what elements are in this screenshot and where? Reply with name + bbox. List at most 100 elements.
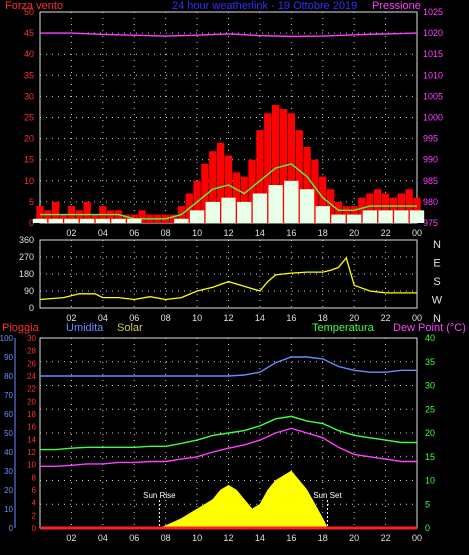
- wind-bar: [397, 193, 405, 223]
- wind-bar: [114, 210, 123, 223]
- rain-tick: 6: [32, 486, 37, 495]
- wind-bar: [79, 218, 95, 223]
- compass-label: S: [433, 276, 440, 288]
- panel-1-x-tick: 08: [161, 228, 171, 238]
- series-line-temperatura: [40, 415, 417, 451]
- rain-tick: 10: [27, 461, 36, 470]
- series-area-solar: [40, 470, 417, 529]
- wind-bar: [358, 197, 366, 223]
- temp-tick: 5: [425, 499, 430, 509]
- panel-1-x-tick: 06: [129, 228, 139, 238]
- panel-3-x-tick: 16: [286, 533, 296, 543]
- panel-1-left-tick: 25: [24, 113, 34, 123]
- wind-bar: [59, 214, 68, 223]
- wind-bar: [75, 210, 83, 223]
- wind-bar: [326, 189, 335, 223]
- panel-1-left-tick: 20: [24, 134, 34, 144]
- rain-tick: 24: [27, 372, 36, 381]
- panel-3-x-tick: 22: [381, 533, 391, 543]
- panel-2-left-tick: 0: [29, 303, 34, 313]
- rain-tick: 0: [32, 524, 37, 533]
- label-solar: Solar: [117, 322, 143, 334]
- panel-2-x-tick: 00: [412, 313, 422, 323]
- panel-1-right-tick: 980: [423, 197, 438, 207]
- humidity-tick: 100: [0, 334, 14, 343]
- rain-tick: 16: [27, 423, 36, 432]
- panel-1-x-tick: 00: [412, 228, 422, 238]
- wind-bar: [248, 159, 256, 223]
- panel-2-x-tick: 16: [286, 313, 296, 323]
- panel-2-x-tick: 06: [129, 313, 139, 323]
- humidity-tick: 90: [4, 353, 13, 362]
- panel-2-left-tick: 360: [19, 235, 34, 245]
- compass-label: N: [433, 239, 441, 251]
- rain-tick: 12: [27, 448, 36, 457]
- sunset-label: Sun Set: [313, 491, 342, 500]
- panel-1-right-tick: 1015: [423, 49, 443, 59]
- panel-3-x-tick: 20: [349, 533, 359, 543]
- wind-bar: [362, 210, 378, 223]
- humidity-tick: 20: [4, 486, 13, 495]
- compass-label: W: [432, 295, 443, 307]
- wind-bar: [221, 197, 236, 223]
- wind-bar: [287, 113, 295, 223]
- panel-1-left-tick: 45: [24, 28, 34, 38]
- panel-3-x-tick: 06: [129, 533, 139, 543]
- wind-bar: [268, 185, 283, 223]
- panel-3-x-tick: 00: [412, 533, 422, 543]
- panel-1-left-tick: 30: [24, 91, 34, 101]
- wind-bar: [91, 214, 99, 223]
- panel-1-right-tick: 1010: [423, 70, 443, 80]
- humidity-tick: 80: [4, 372, 13, 381]
- panel-2-left-tick: 180: [19, 269, 34, 279]
- rain-tick: 4: [32, 499, 37, 508]
- panel-2-left-tick: 270: [19, 252, 34, 262]
- panel-2-x-tick: 04: [98, 313, 108, 323]
- series-line-dew-point: [40, 427, 417, 467]
- panel-1-right-tick: 1005: [423, 91, 443, 101]
- panel-1-x-tick: 10: [192, 228, 202, 238]
- wind-bar: [334, 201, 343, 223]
- panel-1-right-tick: 1025: [423, 7, 443, 17]
- panel-2-left-tick: 90: [24, 286, 34, 296]
- panel-2-x-tick: 12: [223, 313, 233, 323]
- wind-bar: [299, 189, 315, 223]
- panel-2-x-tick: 10: [192, 313, 202, 323]
- panel-3-x-tick: 12: [223, 533, 233, 543]
- panel-2-x-tick: 18: [318, 313, 328, 323]
- wind-bar: [252, 193, 268, 223]
- panel-2-x-tick: 08: [161, 313, 171, 323]
- label-temperatura: Temperatura: [312, 322, 375, 334]
- rain-tick: 28: [27, 347, 36, 356]
- panel-1-left-tick: 0: [29, 218, 34, 228]
- series-line-wind-direction: [39, 256, 417, 301]
- panel-1-right-tick: 1020: [423, 28, 443, 38]
- humidity-tick: 70: [4, 391, 13, 400]
- panel1-right-label: Pressione: [372, 0, 421, 12]
- panel-1-right-tick: 985: [423, 176, 438, 186]
- wind-bar: [189, 210, 205, 223]
- wind-bar: [127, 218, 142, 223]
- panel-2-x-tick: 14: [255, 313, 265, 323]
- rain-tick: 20: [27, 397, 36, 406]
- panel-1-x-tick: 22: [381, 228, 391, 238]
- humidity-tick: 0: [9, 524, 14, 533]
- wind-bar: [107, 210, 115, 223]
- rain-tick: 2: [32, 511, 37, 520]
- panel-2-frame: [39, 239, 418, 309]
- wind-bar: [271, 104, 280, 223]
- panel-3-x-tick: 10: [192, 533, 202, 543]
- rain-tick: 14: [27, 435, 36, 444]
- wind-bar: [311, 159, 319, 223]
- panel-1-left-tick: 15: [24, 155, 34, 165]
- wind-bar: [389, 197, 398, 223]
- wind-bar: [169, 214, 178, 223]
- panel-3-x-tick: 14: [255, 533, 265, 543]
- panel-3-x-tick: 08: [161, 533, 171, 543]
- rain-tick: 26: [27, 359, 36, 368]
- temp-tick: 0: [425, 523, 430, 533]
- wind-bar: [331, 214, 346, 223]
- panel-1-right-tick: 995: [423, 134, 438, 144]
- wind-bar: [378, 210, 393, 223]
- panel-1-x-tick: 18: [318, 228, 328, 238]
